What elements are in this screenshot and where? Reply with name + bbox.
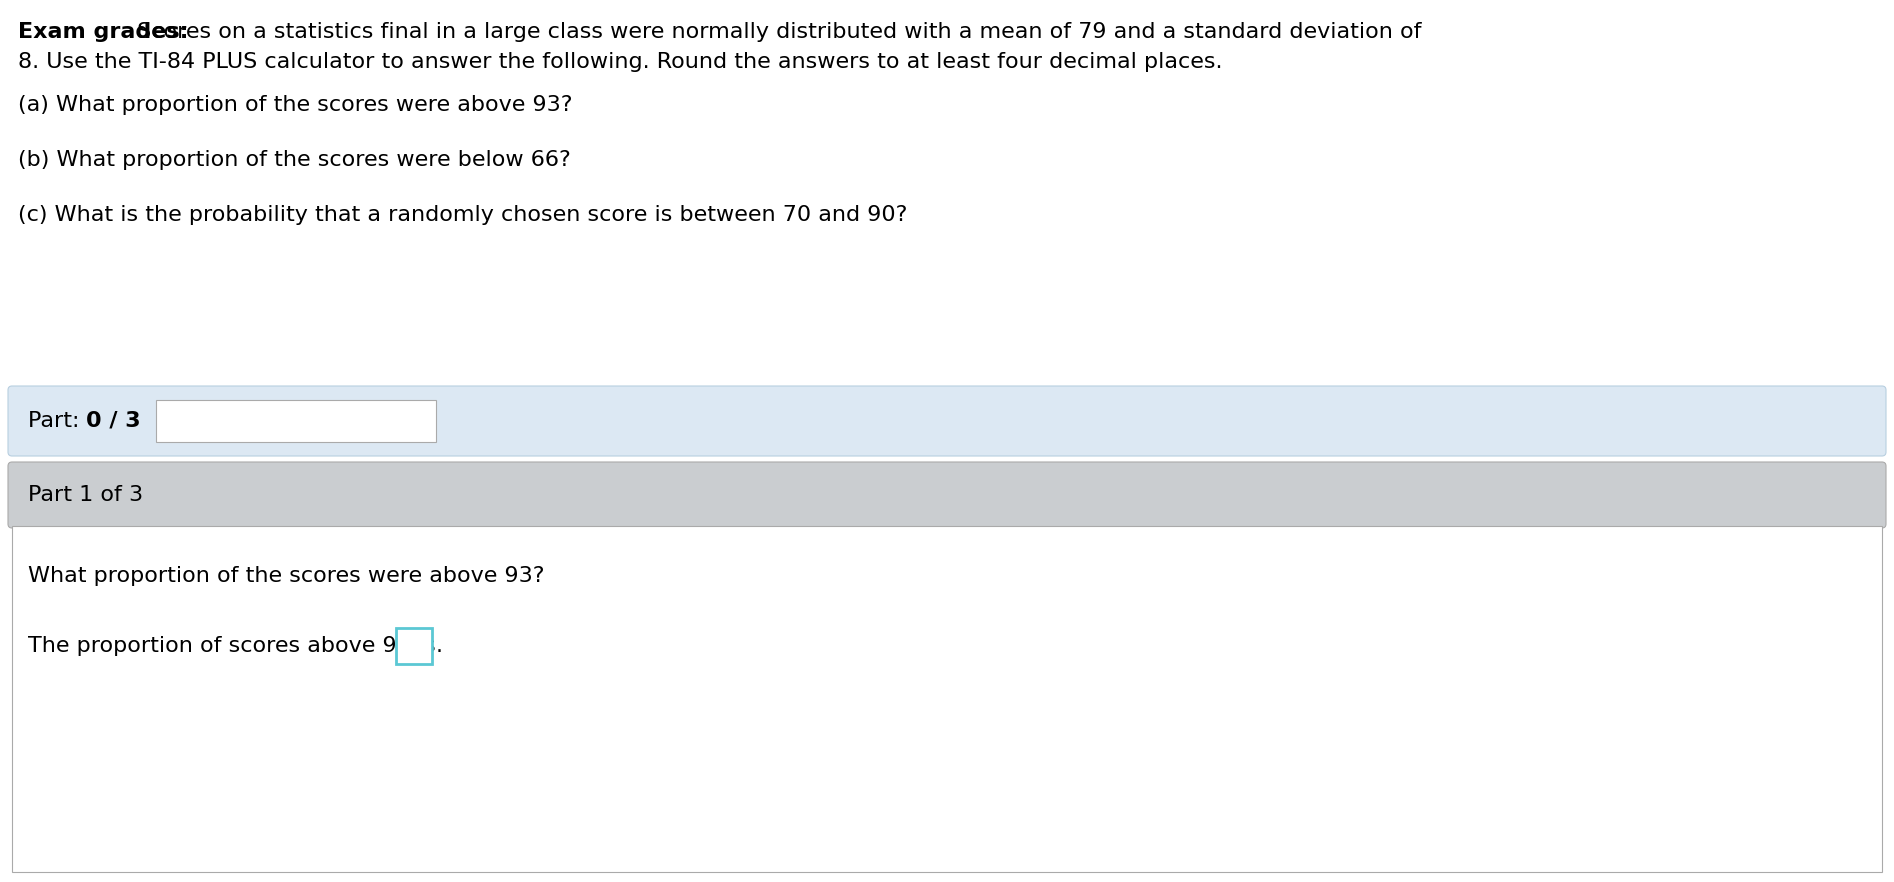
Text: (c) What is the probability that a randomly chosen score is between 70 and 90?: (c) What is the probability that a rando…: [19, 205, 907, 225]
Text: (a) What proportion of the scores were above 93?: (a) What proportion of the scores were a…: [19, 95, 572, 115]
Text: 0 / 3: 0 / 3: [85, 411, 140, 431]
Text: (b) What proportion of the scores were below 66?: (b) What proportion of the scores were b…: [19, 150, 570, 170]
FancyBboxPatch shape: [8, 386, 1886, 456]
FancyBboxPatch shape: [11, 526, 1883, 872]
Text: Exam grades:: Exam grades:: [19, 22, 189, 42]
FancyBboxPatch shape: [8, 462, 1886, 528]
Text: What proportion of the scores were above 93?: What proportion of the scores were above…: [28, 566, 544, 586]
FancyBboxPatch shape: [396, 628, 432, 664]
Text: Scores on a statistics final in a large class were normally distributed with a m: Scores on a statistics final in a large …: [131, 22, 1422, 42]
Text: 8. Use the TI-84 PLUS calculator to answer the following. Round the answers to a: 8. Use the TI-84 PLUS calculator to answ…: [19, 52, 1222, 72]
Text: The proportion of scores above 93 is: The proportion of scores above 93 is: [28, 636, 436, 656]
Text: Part 1 of 3: Part 1 of 3: [28, 485, 144, 505]
Text: .: .: [436, 636, 443, 656]
FancyBboxPatch shape: [155, 400, 436, 442]
Text: Part:: Part:: [28, 411, 87, 431]
